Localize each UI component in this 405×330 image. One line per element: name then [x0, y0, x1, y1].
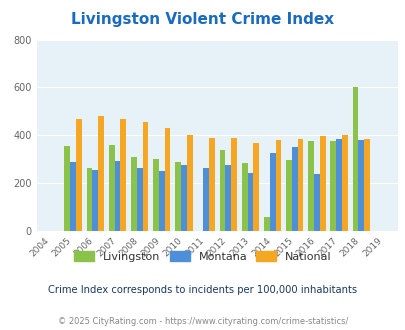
Bar [286, 160, 291, 231]
Bar [297, 139, 303, 231]
Bar [358, 140, 363, 231]
Bar [203, 168, 209, 231]
Bar [114, 161, 120, 231]
Bar [363, 139, 369, 231]
Bar [291, 147, 297, 231]
Bar [131, 157, 136, 231]
Bar [181, 165, 186, 231]
Text: © 2025 CityRating.com - https://www.cityrating.com/crime-statistics/: © 2025 CityRating.com - https://www.city… [58, 317, 347, 326]
Bar [319, 136, 325, 231]
Legend: Livingston, Montana, National: Livingston, Montana, National [74, 251, 331, 262]
Bar [86, 168, 92, 231]
Text: Crime Index corresponds to incidents per 100,000 inhabitants: Crime Index corresponds to incidents per… [48, 285, 357, 295]
Bar [175, 162, 181, 231]
Bar [136, 168, 142, 231]
Bar [209, 138, 214, 231]
Bar [330, 141, 335, 231]
Bar [275, 140, 281, 231]
Text: Livingston Violent Crime Index: Livingston Violent Crime Index [71, 12, 334, 26]
Bar [76, 119, 81, 231]
Bar [225, 165, 230, 231]
Bar [164, 128, 170, 231]
Bar [219, 150, 225, 231]
Bar [263, 217, 269, 231]
Bar [98, 116, 104, 231]
Bar [341, 135, 347, 231]
Bar [313, 174, 319, 231]
Bar [247, 173, 253, 231]
Bar [64, 146, 70, 231]
Bar [109, 145, 114, 231]
Bar [186, 135, 192, 231]
Bar [253, 143, 258, 231]
Bar [241, 163, 247, 231]
Bar [142, 122, 148, 231]
Bar [92, 170, 98, 231]
Bar [153, 159, 158, 231]
Bar [352, 87, 358, 231]
Bar [269, 153, 275, 231]
Bar [120, 118, 126, 231]
Bar [158, 171, 164, 231]
Bar [70, 162, 76, 231]
Bar [335, 139, 341, 231]
Bar [307, 141, 313, 231]
Bar [230, 138, 237, 231]
